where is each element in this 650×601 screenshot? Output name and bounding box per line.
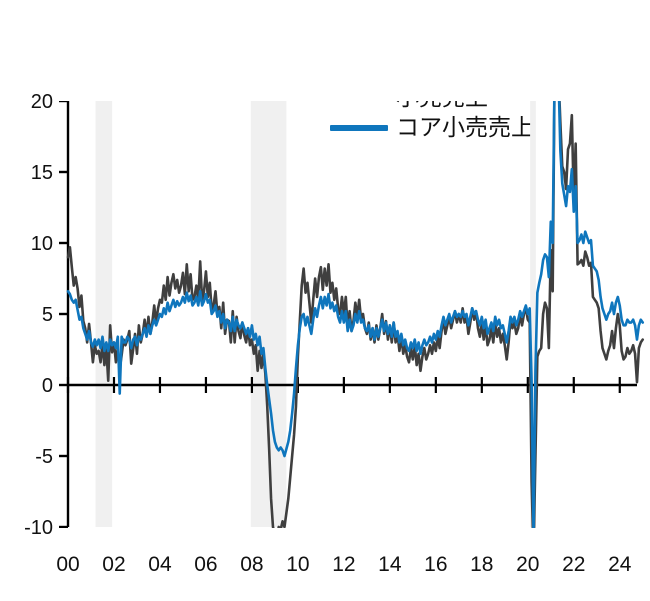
y-tick-label: -5	[35, 446, 53, 468]
y-tick-label: 10	[31, 233, 53, 255]
y-tick-label: 0	[42, 375, 53, 397]
x-tick-label: 04	[148, 553, 172, 576]
x-tick-label: 02	[102, 553, 125, 576]
plot-bottom-mask	[0, 528, 650, 601]
x-tick-label: 10	[286, 553, 309, 576]
x-tick-label: 08	[240, 553, 263, 576]
legend-swatch-core-retail-sales	[330, 124, 388, 131]
y-tick-label: -10	[24, 517, 53, 539]
y-tick-label: 5	[42, 304, 53, 326]
x-tick-label: 00	[56, 553, 79, 576]
x-tick-label: 24	[608, 553, 632, 576]
recession-2020	[530, 101, 536, 527]
series-line-retail-sales	[66, 71, 645, 557]
y-tick-label: 15	[31, 162, 53, 184]
y-tick-label: 20	[31, 91, 53, 113]
legend-label-core-retail-sales: コア小売売上	[396, 114, 534, 140]
x-tick-label: 18	[470, 553, 493, 576]
axis-tick-labels: -10 -5 0 5 10 15 20 00 02 04 06 08 10 12 14 16 18 20 22 24	[24, 91, 632, 576]
x-tick-label: 16	[424, 553, 447, 576]
x-tick-label: 14	[378, 553, 402, 576]
axes	[59, 99, 637, 529]
x-tick-label: 20	[516, 553, 539, 576]
x-tick-label: 06	[194, 553, 217, 576]
recession-2001	[95, 101, 113, 527]
x-tick-label: 22	[562, 553, 585, 576]
plot-top-mask	[0, 0, 650, 101]
data-series	[66, 71, 645, 557]
legend-item-core-retail-sales: コア小売売上	[330, 115, 534, 140]
series-line-core-retail-sales	[66, 71, 645, 537]
x-tick-label: 12	[332, 553, 355, 576]
